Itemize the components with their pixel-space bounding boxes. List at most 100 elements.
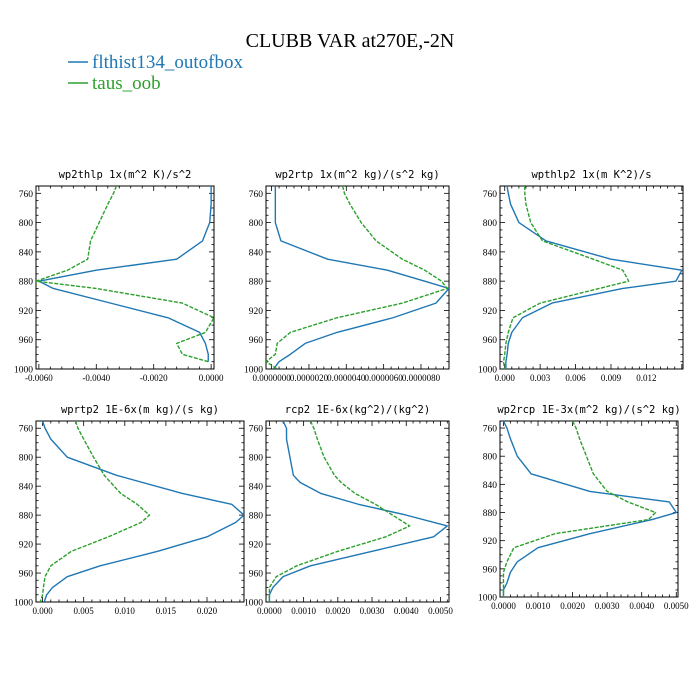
y-tick-label: 920 [483, 307, 498, 317]
plot-frame [499, 420, 679, 598]
y-tick-label: 880 [19, 278, 34, 288]
y-tick-label: 800 [249, 454, 264, 464]
plot-frame [265, 185, 450, 370]
series-line-taus-oob [36, 186, 214, 363]
y-tick-label: 1000 [478, 594, 497, 604]
series-group [502, 421, 677, 597]
x-tick-label: 0.0040 [394, 606, 419, 616]
y-tick-label: 840 [483, 481, 498, 491]
x-tick-label: -0.0060 [25, 373, 53, 383]
x-tick-label: 0.0050 [428, 606, 453, 616]
y-tick-label: 760 [249, 425, 264, 435]
plot-frame [35, 185, 215, 370]
y-tick-label: 880 [249, 512, 264, 522]
series-group [502, 186, 683, 369]
y-tick-label: 1000 [244, 599, 263, 609]
y-tick-label: 960 [19, 336, 34, 346]
y-tick-label: 1000 [14, 366, 33, 376]
panels-group: wp2thlp 1x(m^2 K)/s^2 760 800 840 880 920 960 1… [14, 169, 689, 616]
x-tick-label: 0.0050 [664, 601, 689, 611]
x-tick-label: 0.0000 [199, 373, 224, 383]
y-tick-label: 800 [483, 219, 498, 229]
figure-title: CLUBB VAR at270E,-2N [246, 30, 455, 52]
series-group [36, 186, 214, 363]
legend-label-series-1: flthist134_outofbox [92, 52, 243, 73]
panel-title: rcp2 1E-6x(kg^2)/(kg^2) [285, 404, 430, 416]
series-line-flthist134-outofbox [502, 421, 677, 597]
x-tick-label: -0.0040 [82, 373, 110, 383]
x-tick-label: 0.0000 [491, 601, 516, 611]
series-line-flthist134-outofbox [272, 186, 449, 369]
x-tick-label: 0.003 [530, 373, 551, 383]
y-tick-label: 1000 [244, 366, 263, 376]
x-tick-label: -0.0020 [140, 373, 168, 383]
panel-3: wpthlp2 1x(m K^2)/s 760 800 840 880 920 960 100… [478, 169, 684, 383]
y-tick-label: 760 [249, 190, 264, 200]
y-tick-label: 920 [249, 307, 264, 317]
y-tick-label: 760 [19, 425, 34, 435]
y-tick-label: 840 [19, 483, 34, 493]
plot-frame [265, 420, 450, 603]
x-tick-label: 0.0000080 [402, 373, 441, 383]
panel-title: wp2rtp 1x(m^2 kg)/(s^2 kg) [275, 169, 439, 181]
x-tick-label: 0.0000 [257, 606, 282, 616]
y-tick-label: 960 [19, 570, 34, 580]
series-line-flthist134-outofbox [268, 421, 448, 602]
x-tick-label: 0.000 [32, 606, 53, 616]
panel-5: rcp2 1E-6x(kg^2)/(kg^2) 760 800 840 880 920 96… [244, 404, 453, 616]
series-line-flthist134-outofbox [41, 421, 244, 602]
y-tick-label: 920 [19, 541, 34, 551]
panel-title: wp2thlp 1x(m^2 K)/s^2 [59, 169, 192, 181]
y-tick-label: 960 [249, 336, 264, 346]
x-tick-label: 0.006 [565, 373, 586, 383]
x-tick-label: 0.020 [197, 606, 218, 616]
panel-title: wpthlp2 1x(m K^2)/s [531, 169, 651, 181]
y-tick-label: 880 [19, 512, 34, 522]
series-group [266, 186, 449, 369]
panel-4: wprtp2 1E-6x(m kg)/(s kg) 760 800 840 880 920… [14, 404, 245, 616]
y-tick-label: 760 [483, 190, 498, 200]
x-tick-label: 0.000 [495, 373, 516, 383]
x-tick-label: 0.012 [636, 373, 656, 383]
x-tick-label: 0.0010 [526, 601, 551, 611]
y-tick-label: 800 [19, 454, 34, 464]
y-tick-label: 840 [249, 248, 264, 258]
y-tick-label: 960 [249, 570, 264, 580]
x-tick-label: 0.0000020 [290, 373, 329, 383]
x-tick-label: 0.0030 [595, 601, 620, 611]
y-tick-label: 840 [19, 248, 34, 258]
legend-label-series-2: taus_oob [92, 73, 161, 94]
series-line-taus-oob [502, 186, 630, 369]
series-group [268, 421, 448, 602]
y-tick-label: 920 [249, 541, 264, 551]
y-tick-label: 1000 [478, 366, 497, 376]
series-line-taus-oob [266, 186, 448, 369]
x-tick-label: 0.0000040 [327, 373, 366, 383]
x-tick-label: 0.005 [74, 606, 95, 616]
y-tick-label: 800 [483, 453, 498, 463]
panel-6: wp2rcp 1E-3x(m^2 kg)/(s^2 kg) 760 800 840 88… [478, 404, 689, 611]
x-tick-label: 0.015 [156, 606, 177, 616]
x-tick-label: 0.009 [601, 373, 622, 383]
x-tick-label: 0.0030 [360, 606, 385, 616]
y-tick-label: 840 [249, 483, 264, 493]
x-tick-label: 0.0020 [325, 606, 350, 616]
y-tick-label: 800 [249, 219, 264, 229]
y-tick-label: 880 [483, 509, 498, 519]
y-tick-label: 760 [19, 190, 34, 200]
y-tick-label: 960 [483, 565, 498, 575]
series-group [39, 421, 244, 602]
y-tick-label: 880 [249, 278, 264, 288]
x-tick-label: 0.0000060 [365, 373, 404, 383]
series-line-taus-oob [502, 421, 657, 597]
y-tick-label: 840 [483, 248, 498, 258]
series-line-flthist134-outofbox [505, 186, 683, 369]
y-tick-label: 880 [483, 278, 498, 288]
y-tick-label: 800 [19, 219, 34, 229]
panel-title: wprtp2 1E-6x(m kg)/(s kg) [61, 404, 219, 416]
plot-frame [35, 420, 245, 603]
legend: flthist134_outofbox taus_oob [68, 52, 243, 94]
y-tick-label: 760 [483, 425, 498, 435]
